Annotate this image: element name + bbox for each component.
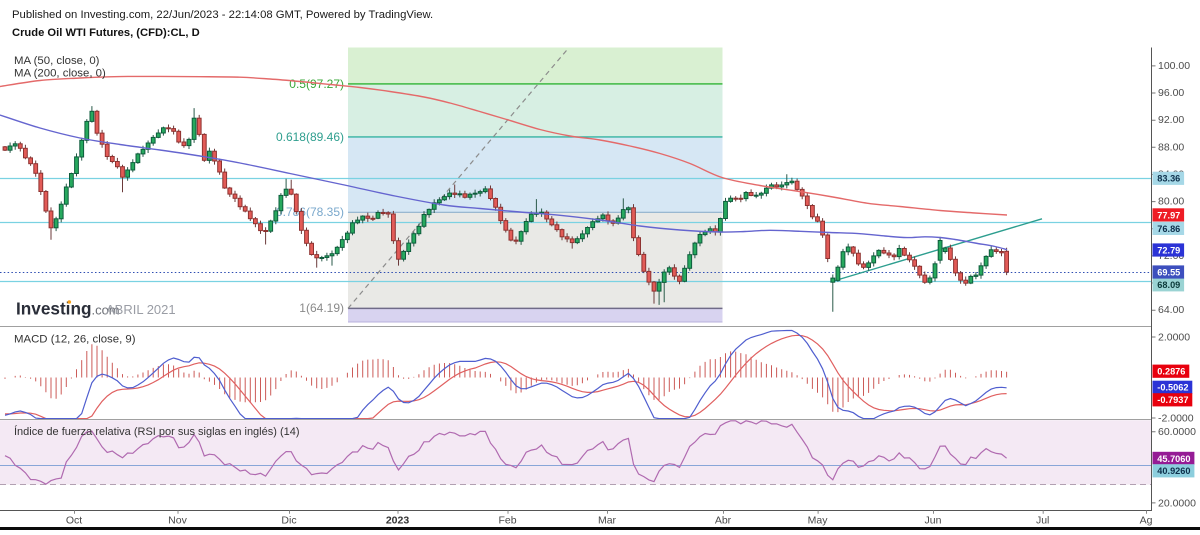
svg-text:Nov: Nov (168, 515, 187, 527)
svg-text:60.0000: 60.0000 (1158, 426, 1196, 438)
svg-text:MA (200, close, 0): MA (200, close, 0) (14, 68, 106, 80)
svg-text:83.36: 83.36 (1157, 174, 1180, 184)
svg-text:MACD (12, 26, close, 9): MACD (12, 26, close, 9) (14, 334, 136, 346)
svg-text:0.2876: 0.2876 (1157, 367, 1185, 377)
svg-text:Jun: Jun (925, 515, 942, 527)
svg-text:40.9260: 40.9260 (1157, 466, 1190, 476)
svg-text:Índice de fuerza relativa (RSI: Índice de fuerza relativa (RSI por sus s… (14, 425, 300, 438)
svg-text:20.0000: 20.0000 (1158, 497, 1196, 509)
svg-text:-2.0000: -2.0000 (1158, 413, 1194, 425)
svg-text:68.09: 68.09 (1157, 280, 1180, 290)
svg-text:Ag: Ag (1140, 515, 1153, 527)
svg-text:Crude Oil WTI Futures, (CFD):C: Crude Oil WTI Futures, (CFD):CL, D (12, 27, 200, 39)
svg-text:Feb: Feb (498, 515, 516, 527)
svg-text:80.00: 80.00 (1158, 196, 1184, 208)
svg-text:45.7060: 45.7060 (1157, 454, 1190, 464)
svg-text:Jul: Jul (1036, 515, 1049, 527)
svg-text:72.79: 72.79 (1157, 245, 1180, 255)
svg-text:Dic: Dic (281, 515, 296, 527)
svg-text:Oct: Oct (66, 515, 82, 527)
svg-text:1(64.19): 1(64.19) (299, 301, 344, 315)
svg-text:May: May (808, 515, 829, 527)
svg-text:69.55: 69.55 (1157, 267, 1180, 277)
svg-text:92.00: 92.00 (1158, 114, 1184, 126)
svg-text:-0.5062: -0.5062 (1157, 383, 1188, 393)
svg-text:0.618(89.46): 0.618(89.46) (276, 130, 344, 144)
svg-text:MA (50, close, 0): MA (50, close, 0) (14, 55, 100, 67)
svg-text:76.86: 76.86 (1157, 224, 1180, 234)
svg-text:100.00: 100.00 (1158, 60, 1190, 72)
svg-text:2023: 2023 (386, 515, 410, 527)
svg-text:64.00: 64.00 (1158, 304, 1184, 316)
svg-text:Mar: Mar (598, 515, 617, 527)
svg-text:96.00: 96.00 (1158, 87, 1184, 99)
svg-text:Investing.com: Investing.com (16, 299, 120, 319)
svg-text:Published on Investing.com, 22: Published on Investing.com, 22/Jun/2023 … (12, 9, 433, 21)
svg-text:77.97: 77.97 (1157, 210, 1180, 220)
svg-text:0.5(97.27): 0.5(97.27) (289, 77, 344, 91)
svg-text:ABRIL 2021: ABRIL 2021 (106, 302, 176, 317)
svg-text:2.0000: 2.0000 (1158, 332, 1190, 344)
svg-text:-0.7937: -0.7937 (1157, 395, 1188, 405)
svg-text:Abr: Abr (715, 515, 732, 527)
svg-text:88.00: 88.00 (1158, 141, 1184, 153)
svg-text:0.786(78.35): 0.786(78.35) (276, 205, 344, 219)
